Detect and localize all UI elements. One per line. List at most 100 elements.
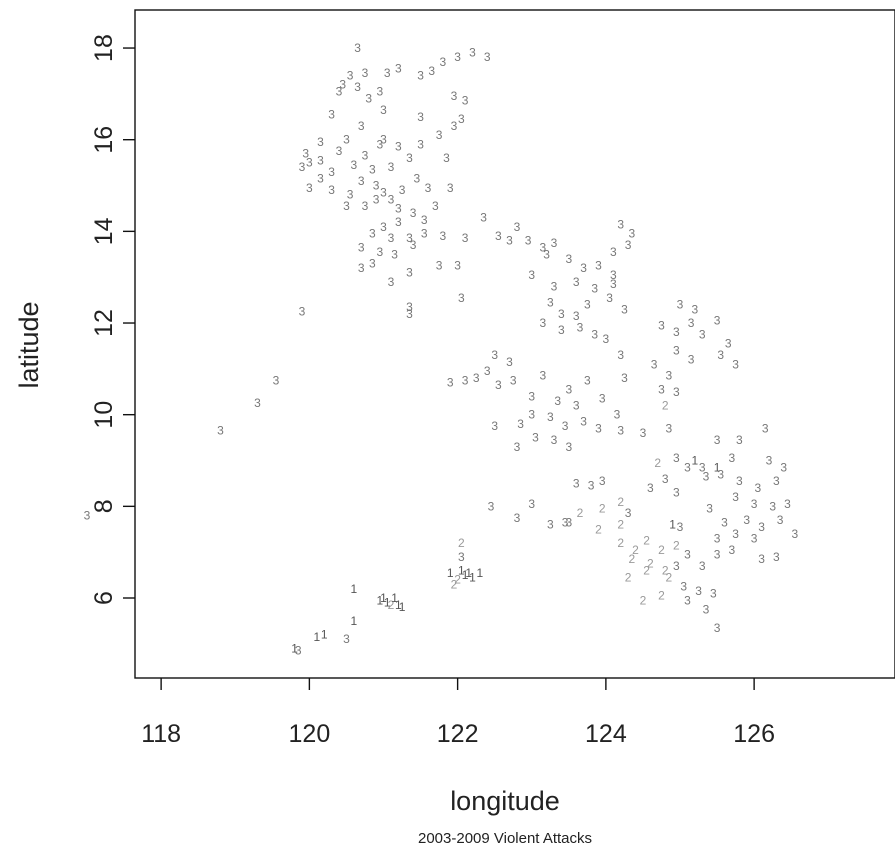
data-point: 3 [532, 431, 539, 445]
data-point: 3 [443, 151, 450, 165]
data-point: 3 [714, 531, 721, 545]
data-point: 3 [547, 518, 554, 532]
data-point: 3 [406, 266, 413, 280]
data-point: 1 [351, 582, 358, 596]
data-point: 2 [617, 536, 624, 550]
data-point: 3 [673, 486, 680, 500]
data-point: 3 [336, 144, 343, 158]
data-point: 3 [369, 162, 376, 176]
data-point: 3 [528, 408, 535, 422]
y-tick-label: 18 [90, 34, 118, 62]
data-point: 3 [677, 520, 684, 534]
data-point: 3 [714, 621, 721, 635]
data-point: 3 [376, 245, 383, 259]
data-point: 3 [388, 192, 395, 206]
data-point: 3 [414, 172, 421, 186]
data-point: 3 [514, 440, 521, 454]
data-point: 3 [484, 50, 491, 64]
data-point: 3 [751, 497, 758, 511]
data-point: 2 [628, 552, 635, 566]
data-point: 3 [699, 460, 706, 474]
data-point: 2 [617, 518, 624, 532]
data-point: 3 [591, 327, 598, 341]
data-point: 2 [666, 570, 673, 584]
data-point: 1 [321, 628, 328, 642]
data-point: 2 [640, 593, 647, 607]
data-point: 3 [773, 474, 780, 488]
data-point: 3 [577, 321, 584, 335]
data-point: 3 [573, 399, 580, 413]
data-point: 3 [339, 78, 346, 92]
data-point: 3 [673, 325, 680, 339]
data-point: 1 [291, 641, 298, 655]
data-point: 1 [691, 454, 698, 468]
data-point: 3 [462, 373, 469, 387]
data-point: 3 [484, 364, 491, 378]
data-point: 3 [743, 513, 750, 527]
data-point: 3 [395, 215, 402, 229]
x-tick-label: 118 [141, 720, 181, 748]
data-point: 3 [328, 165, 335, 179]
data-point: 3 [380, 133, 387, 147]
data-point: 3 [480, 211, 487, 225]
data-point: 3 [688, 316, 695, 330]
data-point: 1 [391, 591, 398, 605]
data-point: 3 [614, 408, 621, 422]
data-point: 3 [688, 353, 695, 367]
data-point: 3 [417, 110, 424, 124]
data-point: 3 [388, 160, 395, 174]
y-tick-label: 6 [90, 591, 118, 605]
data-point: 3 [528, 497, 535, 511]
data-point: 3 [706, 502, 713, 516]
data-point: 3 [354, 41, 361, 55]
data-point: 3 [784, 497, 791, 511]
data-point: 3 [302, 146, 309, 160]
data-point: 3 [565, 440, 572, 454]
data-point: 1 [447, 566, 454, 580]
y-axis-title: latitude [14, 301, 44, 388]
y-tick-label: 14 [90, 217, 118, 245]
data-point: 3 [432, 199, 439, 213]
data-point: 1 [376, 593, 383, 607]
data-point: 3 [406, 300, 413, 314]
data-point: 3 [621, 302, 628, 316]
data-point: 3 [540, 369, 547, 383]
data-point: 3 [395, 62, 402, 76]
data-point: 2 [451, 577, 458, 591]
data-point: 3 [369, 256, 376, 270]
data-point: 3 [343, 632, 350, 646]
data-point: 3 [588, 479, 595, 493]
data-point: 3 [673, 344, 680, 358]
data-point: 3 [658, 382, 665, 396]
data-point: 1 [384, 596, 391, 610]
data-point: 3 [217, 424, 224, 438]
data-point: 3 [736, 474, 743, 488]
data-point: 3 [514, 511, 521, 525]
data-point: 2 [458, 536, 465, 550]
data-point: 3 [373, 192, 380, 206]
data-point: 1 [477, 566, 484, 580]
data-point: 3 [525, 234, 532, 248]
data-point: 2 [662, 564, 669, 578]
data-point: 3 [495, 378, 502, 392]
y-tick-label: 12 [90, 309, 118, 337]
data-point: 3 [599, 392, 606, 406]
data-point: 3 [306, 181, 313, 195]
data-point: 3 [573, 476, 580, 490]
data-point: 3 [347, 188, 354, 202]
data-point: 3 [354, 80, 361, 94]
data-point: 3 [458, 550, 465, 564]
data-point: 3 [606, 291, 613, 305]
data-point: 3 [621, 371, 628, 385]
data-point: 3 [421, 213, 428, 227]
data-point: 3 [565, 515, 572, 529]
data-point: 3 [447, 376, 454, 390]
data-point: 3 [384, 66, 391, 80]
data-point: 3 [514, 220, 521, 234]
data-point: 2 [643, 534, 650, 548]
data-point: 3 [695, 584, 702, 598]
data-point: 3 [699, 559, 706, 573]
data-point: 3 [732, 527, 739, 541]
data-point: 3 [328, 183, 335, 197]
